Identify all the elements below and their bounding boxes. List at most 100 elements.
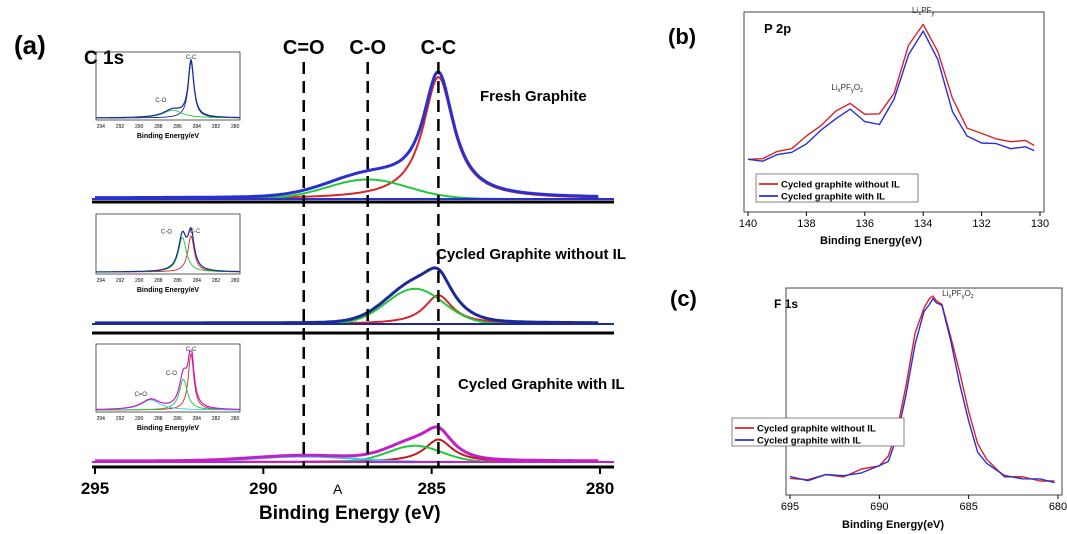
envelope-row3 xyxy=(95,425,599,463)
inset-tick-label: 292 xyxy=(116,416,125,422)
inset-peak-label-0: C-C xyxy=(190,229,201,235)
inset-tick-label: 290 xyxy=(135,278,144,284)
panel-c-plot: 695 690 685 680 Cycled graphite without ILCy… xyxy=(731,287,1067,513)
peak-label-lixpfyoz: LixPFyOz xyxy=(831,83,863,94)
inset-tick-label: 282 xyxy=(212,416,221,422)
inset-tick-label: 294 xyxy=(97,416,106,422)
inset-peak-0 xyxy=(96,60,240,119)
inset-tick-label: 294 xyxy=(97,124,106,130)
inset-tick-label: 282 xyxy=(212,278,221,284)
row-label-cycled-with-il: Cycled Graphite with IL xyxy=(458,376,625,393)
panel-c-label: (c) xyxy=(670,286,697,311)
panel-a-x-ticks: 295 290 285 280 xyxy=(81,467,614,498)
inset-fresh: 294 292 290 288 286 284 282 280 Binding Energy/e… xyxy=(95,51,241,140)
inset-cycled-with-il: 294 292 290 288 286 284 282 280 Binding Energy/e… xyxy=(95,343,241,432)
panel-c-xlabel: Binding Energy(eV) xyxy=(842,519,944,531)
panel-b: (b) P 2p 140 138 136 134 132 130 Cycled graphi… xyxy=(668,6,1049,247)
inset-frame xyxy=(95,213,241,275)
panel-b-plot: 140 138 136 134 132 130 Cycled graphite withou… xyxy=(739,6,1049,230)
inset-xlabel: Binding Energy/eV xyxy=(137,425,200,432)
legend-box xyxy=(731,417,905,447)
inset-tick-label: 286 xyxy=(173,416,182,422)
x-tick-label-695: 695 xyxy=(781,501,799,513)
legend-entry-0: Cycled graphite without IL xyxy=(757,424,876,435)
plot-frame xyxy=(785,287,1063,496)
inset-peak-1 xyxy=(96,236,240,273)
panel-a-xlabel: Binding Energy (eV) xyxy=(259,503,441,524)
inset-tick-label: 284 xyxy=(193,124,202,130)
panel-a-element-title: C 1s xyxy=(84,48,124,69)
inset-tick-label: 290 xyxy=(135,124,144,130)
inset-tick-label: 280 xyxy=(231,124,240,130)
legend-entry-1: Cycled graphite with IL xyxy=(781,192,885,203)
inset-peak-0 xyxy=(96,352,240,411)
peak-label-lixpfyoz-f1s: LixPFyOz xyxy=(942,289,974,300)
legend-entry-0: Cycled graphite without IL xyxy=(781,180,900,191)
x-tick-label-285: 285 xyxy=(417,479,445,498)
inset-peak-label-1: C-O xyxy=(161,229,172,235)
inset-tick-label: 294 xyxy=(97,278,106,284)
inset-peak-label-1: C-O xyxy=(155,98,166,104)
panel-b-element-title: P 2p xyxy=(764,21,791,36)
series-with-il xyxy=(789,297,1055,484)
inset-frame xyxy=(95,51,241,121)
x-tick-label-134: 134 xyxy=(914,218,932,230)
inset-peak-1 xyxy=(96,378,240,411)
inset-cycled-without-il: 294 292 290 288 286 284 282 280 Binding Energy/e… xyxy=(95,213,241,294)
x-tick-label-138: 138 xyxy=(797,218,815,230)
inset-envelope xyxy=(96,58,240,119)
inset-peak-label-0: C-C xyxy=(186,347,197,353)
panel-a-label: (a) xyxy=(14,30,46,60)
inset-tick-label: 282 xyxy=(212,124,221,130)
inset-tick-label: 286 xyxy=(173,278,182,284)
plot-frame xyxy=(743,11,1045,213)
inset-tick-label: 280 xyxy=(231,416,240,422)
series-without-il xyxy=(747,23,1035,160)
inset-xlabel: Binding Energy/eV xyxy=(137,133,200,140)
inset-frame xyxy=(95,343,241,413)
inset-tick-label: 290 xyxy=(135,416,144,422)
peak-line-label-2: C-C xyxy=(421,37,457,59)
peak-label-lixpfy: LixPFy xyxy=(912,6,934,17)
inset-envelope xyxy=(96,227,240,273)
inset-tick-label: 292 xyxy=(116,124,125,130)
envelope-row1 xyxy=(95,70,599,200)
inset-tick-label: 288 xyxy=(154,278,163,284)
row-label-fresh: Fresh Graphite xyxy=(480,88,587,105)
x-tick-label-140: 140 xyxy=(739,218,757,230)
x-tick-label-690: 690 xyxy=(870,501,888,513)
panel-a-spectra xyxy=(92,70,614,463)
x-tick-label-680: 680 xyxy=(1049,501,1067,513)
inset-tick-label: 284 xyxy=(193,278,202,284)
legend-entry-1: Cycled graphite with IL xyxy=(757,436,861,447)
series-without-il xyxy=(789,295,1055,482)
panel-b-label: (b) xyxy=(668,24,696,49)
legend-box xyxy=(755,173,919,203)
row-label-cycled-without-il: Cycled Graphite without IL xyxy=(436,246,626,263)
inset-peak-label-0: C-C xyxy=(186,55,197,61)
panel-a-peak-lines: C=O C-O C-C xyxy=(283,37,456,467)
x-tick-label-130: 130 xyxy=(1031,218,1049,230)
x-tick-label-280: 280 xyxy=(586,479,614,498)
inset-peak-0 xyxy=(96,235,240,273)
x-tick-label-290: 290 xyxy=(249,479,277,498)
x-tick-label-136: 136 xyxy=(856,218,874,230)
inset-tick-label: 288 xyxy=(154,416,163,422)
x-tick-label-685: 685 xyxy=(959,501,977,513)
x-tick-label-132: 132 xyxy=(972,218,990,230)
inset-xlabel: Binding Energy/eV xyxy=(137,287,200,294)
inset-tick-label: 288 xyxy=(154,124,163,130)
inset-tick-label: 292 xyxy=(116,278,125,284)
inset-tick-label: 280 xyxy=(231,278,240,284)
envelope-row2 xyxy=(95,266,599,325)
panel-b-xlabel: Binding Energy(eV) xyxy=(820,235,922,247)
peak-line-label-0: C=O xyxy=(283,37,325,59)
x-tick-label-295: 295 xyxy=(81,479,109,498)
panel-a: (a) C 1s C=O C-O C-C 295 290 285 280 Fresh Gr… xyxy=(14,30,626,524)
inset-peak-label-2: C=O xyxy=(134,392,147,398)
inset-envelope xyxy=(96,350,240,410)
peak-line-label-1: C-O xyxy=(349,37,386,59)
inset-tick-label: 284 xyxy=(193,416,202,422)
